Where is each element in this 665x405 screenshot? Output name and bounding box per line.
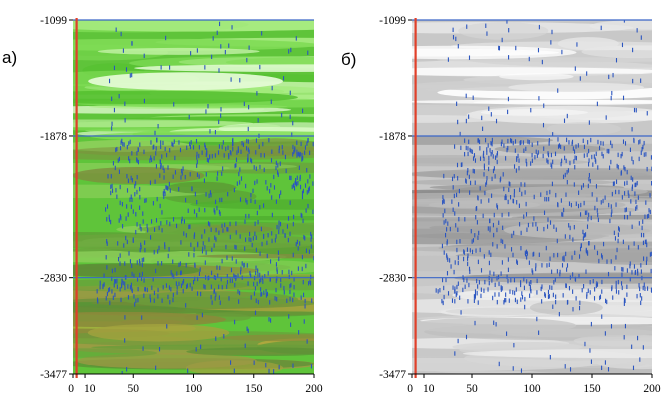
panel-b-label: б) bbox=[341, 50, 357, 69]
y-tick-label: -1099 bbox=[379, 15, 406, 27]
y-tick-label: -2830 bbox=[379, 273, 406, 285]
x-tick-label: 200 bbox=[643, 383, 661, 395]
x-tick-label: 50 bbox=[128, 383, 140, 395]
x-tick-label: 100 bbox=[523, 383, 541, 395]
panel-a-label: а) bbox=[2, 48, 18, 67]
y-tick-label: -1878 bbox=[40, 131, 67, 143]
contour-field-a bbox=[73, 20, 314, 374]
y-tick-label: -3477 bbox=[379, 369, 406, 381]
x-tick-label: 50 bbox=[466, 383, 478, 395]
contour-field-b bbox=[412, 20, 652, 374]
y-tick-label: -3477 bbox=[40, 369, 67, 381]
x-tick-label: 100 bbox=[185, 383, 203, 395]
y-tick-label: -1099 bbox=[40, 15, 67, 27]
x-tick-label: 10 bbox=[84, 383, 96, 395]
x-tick-label: 200 bbox=[305, 383, 323, 395]
y-tick-label: -1878 bbox=[379, 131, 406, 143]
x-tick-label: 150 bbox=[583, 383, 601, 395]
x-tick-label: 0 bbox=[68, 383, 74, 395]
point-markers-b bbox=[435, 20, 652, 373]
x-tick-label: 10 bbox=[423, 383, 435, 395]
x-tick-label: 0 bbox=[407, 383, 413, 395]
point-markers-a bbox=[96, 21, 314, 374]
y-tick-label: -2830 bbox=[40, 273, 67, 285]
x-tick-label: 150 bbox=[245, 383, 263, 395]
